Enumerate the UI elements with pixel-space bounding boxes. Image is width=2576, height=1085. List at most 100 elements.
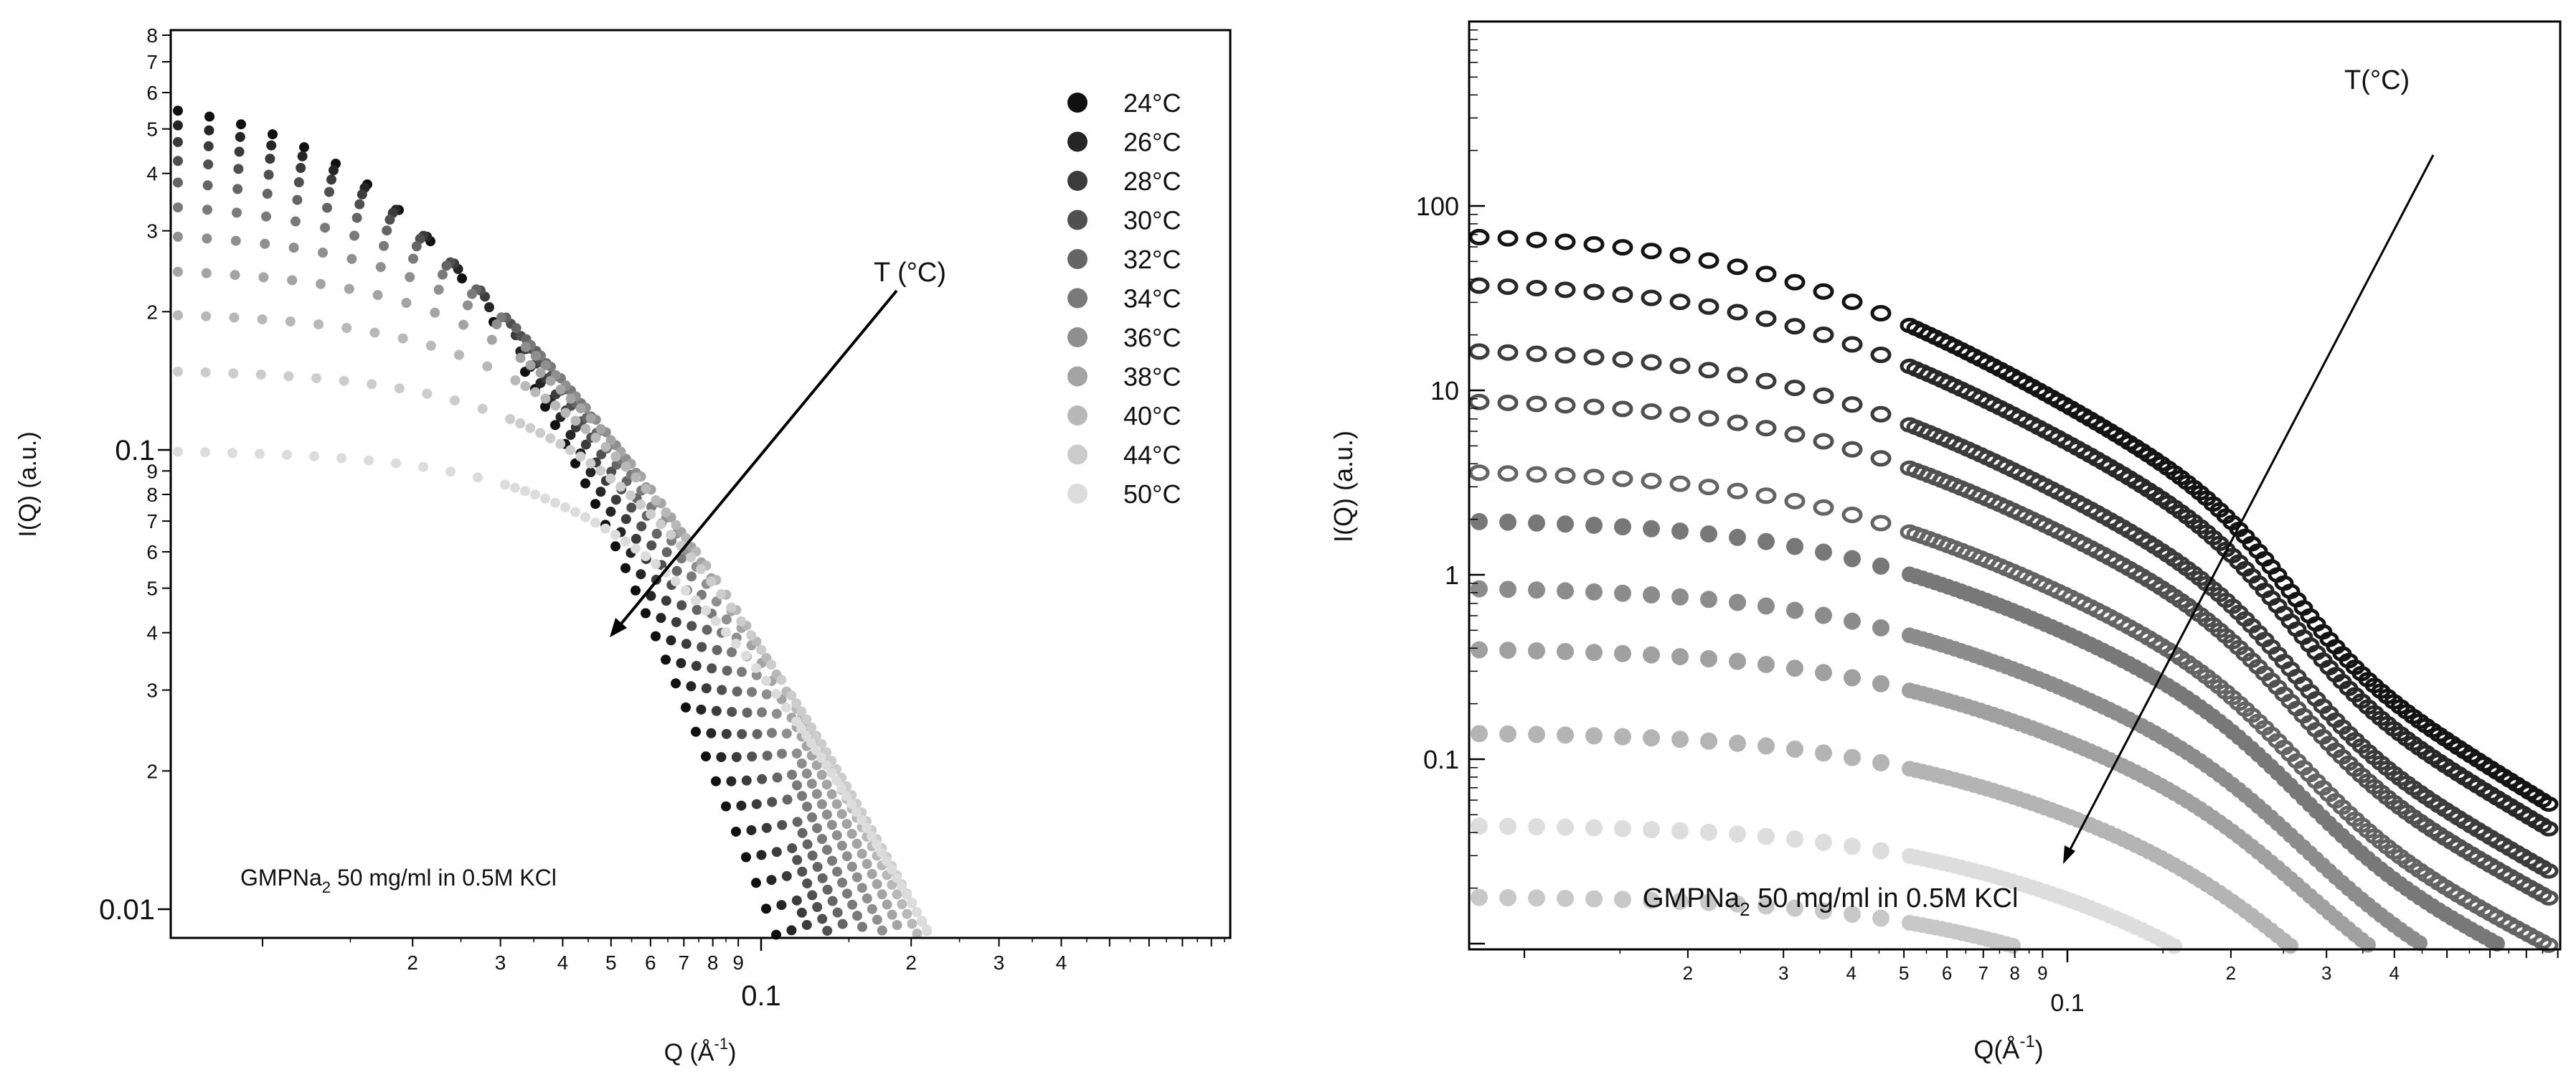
left-data-point [438, 269, 448, 280]
left-data-point [515, 352, 526, 363]
right-data-point [1612, 351, 1633, 368]
right-data-point [1698, 410, 1719, 427]
left-data-point [590, 432, 601, 443]
left-data-point [235, 131, 245, 142]
right-data-point [1671, 588, 1689, 606]
left-data-point [716, 589, 727, 600]
left-data-point [322, 202, 332, 213]
left-data-point [651, 559, 661, 570]
left-data-point [486, 334, 497, 345]
left-data-point [792, 780, 802, 791]
right-data-point [1870, 515, 1892, 532]
left-data-point [841, 851, 852, 862]
left-legend-label: 34°C [1123, 284, 1181, 314]
left-data-point [827, 855, 837, 866]
right-data-point [1784, 273, 1806, 291]
left-data-point [781, 702, 791, 713]
right-y-major-label: 100 [1416, 192, 1459, 221]
left-data-point [787, 769, 797, 780]
right-data-point [1612, 239, 1633, 256]
left-legend-label: 26°C [1123, 128, 1181, 157]
left-data-point [771, 689, 781, 700]
left-data-point [661, 596, 671, 606]
left-data-point [771, 708, 782, 719]
left-data-point [397, 333, 408, 344]
right-data-point [1815, 744, 1832, 762]
right-data-point [1583, 235, 1605, 253]
left-data-point [425, 340, 436, 351]
left-data-point [646, 540, 657, 551]
left-x-tick-label: 3 [994, 952, 1005, 974]
right-x-major-label: 0.1 [2050, 990, 2084, 1017]
right-data-point [1813, 499, 1834, 516]
left-legend-marker [1067, 249, 1088, 269]
left-data-point [867, 831, 877, 842]
right-data-point [1499, 581, 1516, 598]
left-data-point [792, 855, 803, 865]
left-data-point [787, 843, 798, 854]
left-data-point [258, 272, 269, 283]
left-data-point [817, 834, 827, 845]
left-data-point [902, 908, 912, 919]
left-data-point [530, 489, 540, 500]
left-data-point [711, 596, 722, 607]
left-data-point [520, 342, 531, 352]
left-data-point [631, 533, 641, 544]
right-data-point [1557, 818, 1574, 836]
right-data-point [1698, 252, 1719, 269]
left-data-point [605, 435, 616, 446]
left-data-point [651, 631, 661, 642]
left-data-point [580, 478, 590, 489]
left-data-point [737, 667, 747, 677]
right-data-point [1727, 482, 1748, 499]
left-sample-annotation: GMPNa2 50 mg/ml in 0.5M KCl [240, 865, 557, 896]
left-data-point [732, 686, 742, 697]
left-x-axis-label: Q (Å-1) [664, 1035, 737, 1066]
left-data-point [867, 868, 877, 879]
right-data-point [1669, 406, 1691, 423]
left-data-point [540, 401, 550, 412]
right-data-point [1698, 362, 1719, 379]
left-y-tick-label: 5 [146, 578, 158, 600]
right-data-point [1468, 393, 1490, 410]
left-data-point [716, 752, 727, 763]
left-data-point [761, 689, 772, 700]
left-data-point [791, 716, 801, 727]
left-data-point [786, 925, 797, 936]
right-data-point [1614, 891, 1631, 908]
right-data-point [1585, 644, 1603, 662]
right-data-point [1585, 819, 1603, 837]
left-data-point [201, 311, 212, 321]
left-data-point [364, 455, 374, 466]
left-data-point [445, 466, 456, 477]
left-data-point [491, 319, 502, 329]
left-data-point [751, 799, 762, 809]
left-data-point [316, 278, 326, 289]
right-data-point [1815, 664, 1832, 682]
left-data-point [746, 630, 757, 641]
left-data-point [329, 165, 339, 176]
left-data-point [352, 212, 362, 223]
left-data-point [336, 453, 346, 464]
right-series-9 [1471, 725, 2298, 954]
left-data-point [234, 146, 245, 157]
left-data-point [811, 789, 822, 799]
left-data-point [565, 445, 576, 456]
left-data-point [831, 830, 842, 841]
left-data-point [741, 852, 751, 863]
right-data-point [1471, 725, 1488, 743]
right-data-point [1497, 344, 1519, 361]
left-data-point [477, 403, 488, 414]
left-data-point [836, 840, 847, 851]
left-data-point [812, 823, 822, 834]
right-data-point [1497, 278, 1519, 296]
left-data-point [260, 238, 270, 249]
left-data-point [741, 650, 751, 661]
right-x-tick-label: 3 [2321, 962, 2331, 984]
left-data-point [851, 872, 862, 883]
left-data-point [610, 494, 621, 505]
right-data-point [1784, 380, 1806, 397]
left-data-point [641, 483, 651, 494]
